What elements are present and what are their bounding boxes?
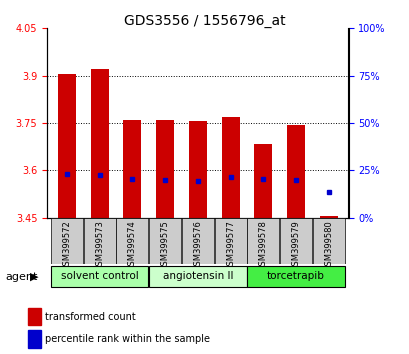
Text: GSM399577: GSM399577 <box>225 220 234 271</box>
Bar <box>148 218 181 264</box>
Bar <box>51 218 83 264</box>
Text: GSM399573: GSM399573 <box>95 220 104 271</box>
Text: GSM399580: GSM399580 <box>324 220 333 271</box>
Bar <box>123 120 141 218</box>
Bar <box>319 216 337 218</box>
Bar <box>148 266 246 287</box>
Bar <box>189 121 206 218</box>
Bar <box>51 266 148 287</box>
Bar <box>90 69 108 218</box>
Bar <box>58 74 76 218</box>
Bar <box>247 218 279 264</box>
Text: GSM399578: GSM399578 <box>258 220 267 271</box>
Bar <box>156 120 174 218</box>
Text: GDS3556 / 1556796_at: GDS3556 / 1556796_at <box>124 14 285 28</box>
Text: solvent control: solvent control <box>61 271 138 281</box>
Bar <box>312 218 344 264</box>
Text: GSM399579: GSM399579 <box>291 220 300 271</box>
Text: angiotensin II: angiotensin II <box>162 271 232 281</box>
Text: GSM399576: GSM399576 <box>193 220 202 271</box>
Bar <box>28 330 41 348</box>
Text: agent: agent <box>5 272 37 282</box>
Bar <box>214 218 246 264</box>
Bar <box>181 218 213 264</box>
Bar <box>116 218 148 264</box>
Text: GSM399575: GSM399575 <box>160 220 169 271</box>
Text: ▶: ▶ <box>29 272 38 282</box>
Bar <box>286 125 304 218</box>
Bar <box>28 308 41 325</box>
Text: transformed count: transformed count <box>45 312 135 322</box>
Text: GSM399572: GSM399572 <box>62 220 71 271</box>
Bar <box>279 218 311 264</box>
Bar <box>83 218 115 264</box>
Bar <box>247 266 344 287</box>
Bar <box>221 117 239 218</box>
Text: torcetrapib: torcetrapib <box>267 271 324 281</box>
Text: percentile rank within the sample: percentile rank within the sample <box>45 334 209 344</box>
Bar <box>254 143 272 218</box>
Text: GSM399574: GSM399574 <box>128 220 137 271</box>
